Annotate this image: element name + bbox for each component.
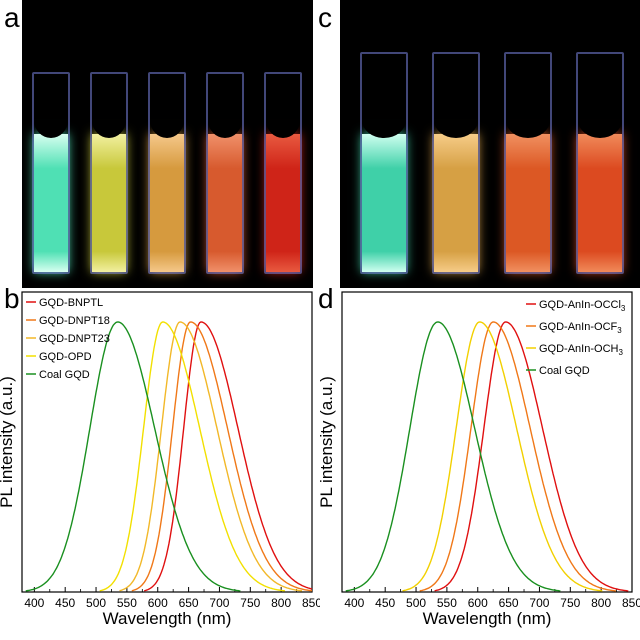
legend-entry: GQD-AnIn-OCH3 bbox=[539, 343, 623, 357]
x-axis-label: Wavelength (nm) bbox=[103, 609, 232, 628]
x-tick-label: 850 bbox=[302, 596, 320, 610]
x-tick-label: 450 bbox=[375, 596, 395, 610]
x-axis-label: Wavelength (nm) bbox=[423, 609, 552, 628]
plot-d: 400 450 500 550 600 650 700 750 800 850 Wavelength… bbox=[320, 291, 640, 628]
cuvette bbox=[360, 52, 408, 274]
y-axis-label: PL intensity (a.u.) bbox=[0, 376, 16, 508]
legend-entry: GQD-AnIn-OCCl3 bbox=[539, 299, 626, 313]
x-tick-label: 500 bbox=[406, 596, 426, 610]
x-tick-label: 750 bbox=[560, 596, 580, 610]
series-line bbox=[119, 321, 303, 592]
plot-frame bbox=[21, 291, 313, 593]
cuvette bbox=[264, 72, 302, 274]
panel-label-a: a bbox=[4, 2, 20, 33]
series-line bbox=[144, 321, 313, 592]
x-tick-label: 550 bbox=[437, 596, 457, 610]
series-line bbox=[25, 321, 241, 592]
series-line bbox=[345, 321, 561, 592]
series-line bbox=[402, 321, 603, 592]
series-line bbox=[99, 321, 285, 592]
cuvette bbox=[504, 52, 552, 274]
cuvette bbox=[32, 72, 70, 274]
x-tick-label: 750 bbox=[240, 596, 260, 610]
x-tick-label: 550 bbox=[117, 596, 137, 610]
y-axis-label: PL intensity (a.u.) bbox=[320, 376, 336, 508]
legend-entry: GQD-OPD bbox=[39, 351, 92, 363]
series-line bbox=[419, 321, 617, 592]
x-tick-label: 650 bbox=[499, 596, 519, 610]
cuvette bbox=[432, 52, 480, 274]
legend-entry: GQD-DNPT23 bbox=[39, 333, 110, 345]
x-tick-label: 850 bbox=[622, 596, 640, 610]
x-tick-label: 450 bbox=[55, 596, 75, 610]
x-tick-label: 650 bbox=[179, 596, 199, 610]
cuvette bbox=[576, 52, 624, 274]
photo-a bbox=[22, 0, 313, 288]
series-line bbox=[131, 321, 313, 592]
x-tick-label: 600 bbox=[468, 596, 488, 610]
legend-entry: GQD-AnIn-OCF3 bbox=[539, 321, 622, 335]
x-tick-label: 800 bbox=[591, 596, 611, 610]
photo-c bbox=[340, 0, 640, 288]
x-tick-label: 600 bbox=[148, 596, 168, 610]
x-tick-label: 400 bbox=[344, 596, 364, 610]
plot-b: 400 450 500 550 600 650 700 750 800 850 Wavelength… bbox=[0, 291, 320, 628]
panel-label-b: b bbox=[4, 283, 20, 314]
x-tick-label: 700 bbox=[209, 596, 229, 610]
cuvette bbox=[90, 72, 128, 274]
x-tick-label: 500 bbox=[86, 596, 106, 610]
x-tick-label: 700 bbox=[529, 596, 549, 610]
legend-entry: Coal GQD bbox=[539, 365, 590, 377]
x-tick-label: 400 bbox=[24, 596, 44, 610]
cuvette bbox=[148, 72, 186, 274]
legend-entry: Coal GQD bbox=[39, 369, 90, 381]
panel-label-c: c bbox=[318, 2, 332, 33]
x-tick-label: 800 bbox=[271, 596, 291, 610]
legend-entry: GQD-DNPT18 bbox=[39, 315, 110, 327]
plot-frame bbox=[341, 291, 633, 593]
panel-label-d: d bbox=[318, 283, 334, 314]
series-line bbox=[434, 321, 629, 592]
legend-entry: GQD-BNPTL bbox=[39, 297, 103, 309]
cuvette bbox=[206, 72, 244, 274]
